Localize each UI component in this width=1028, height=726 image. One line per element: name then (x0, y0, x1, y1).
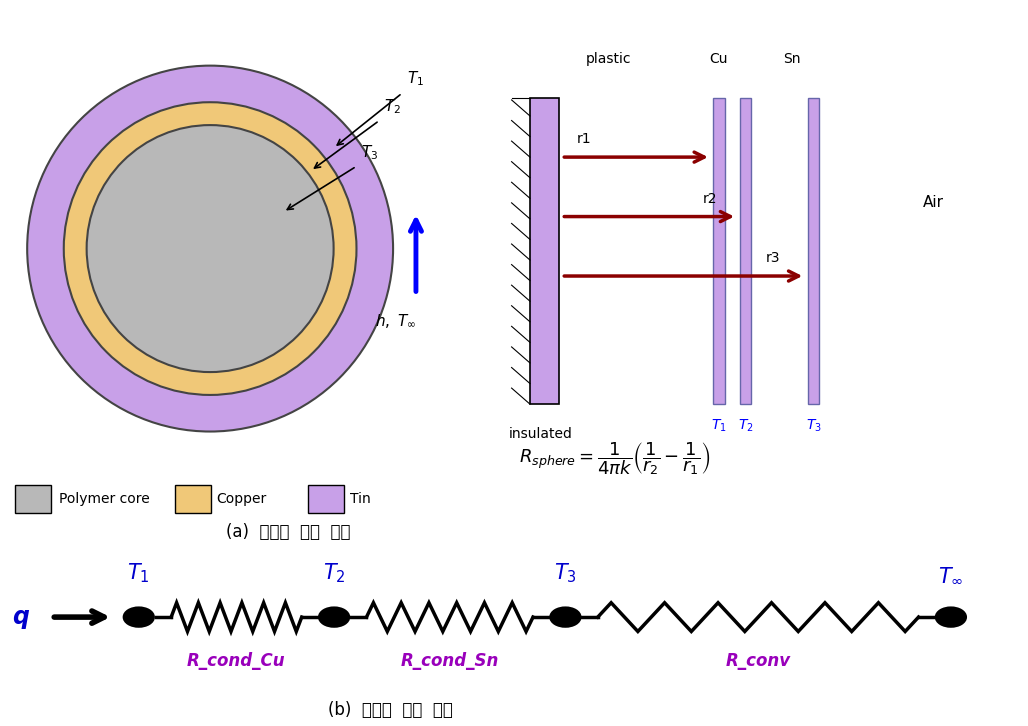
Text: $T_1$: $T_1$ (407, 70, 424, 89)
Text: $T_2$: $T_2$ (737, 417, 754, 434)
Text: q: q (12, 605, 29, 629)
Circle shape (551, 608, 580, 626)
Circle shape (320, 608, 348, 626)
Text: $T_2$: $T_2$ (383, 97, 401, 116)
Text: Copper: Copper (216, 492, 266, 506)
Text: R_cond_Sn: R_cond_Sn (401, 652, 499, 670)
Text: $T_3$: $T_3$ (361, 143, 378, 162)
Text: $T_3$: $T_3$ (554, 561, 577, 585)
Text: R_conv: R_conv (726, 652, 791, 670)
Text: $T_3$: $T_3$ (806, 417, 821, 434)
Text: Air: Air (923, 195, 944, 211)
Text: R_cond_Cu: R_cond_Cu (187, 652, 286, 670)
Circle shape (937, 608, 965, 626)
Ellipse shape (86, 125, 334, 372)
Text: plastic: plastic (586, 52, 631, 65)
Text: $R_{sphere}=\dfrac{1}{4\pi k}\left(\dfrac{1}{r_2}-\dfrac{1}{r_1}\right)$: $R_{sphere}=\dfrac{1}{4\pi k}\left(\dfra… (519, 441, 711, 477)
Bar (713, 97, 725, 404)
Bar (739, 97, 751, 404)
Bar (175, 485, 211, 513)
Bar (530, 97, 559, 404)
Circle shape (124, 608, 153, 626)
Text: Tin: Tin (350, 492, 370, 506)
Text: r1: r1 (577, 132, 592, 147)
Ellipse shape (64, 102, 357, 395)
Bar (808, 97, 819, 404)
Text: Polymer core: Polymer core (60, 492, 150, 506)
Bar (308, 485, 344, 513)
Text: $T_\infty$: $T_\infty$ (939, 565, 963, 585)
Text: r2: r2 (703, 192, 718, 206)
Bar (15, 485, 51, 513)
Text: (b)  열전달  해석  모델: (b) 열전달 해석 모델 (328, 701, 453, 719)
Text: Sn: Sn (783, 52, 801, 65)
Text: $T_1$: $T_1$ (127, 561, 150, 585)
Text: $h,\ T_\infty$: $h,\ T_\infty$ (375, 313, 416, 330)
Text: (a)  열전달  해석  모델: (a) 열전달 해석 모델 (225, 523, 351, 541)
Text: insulated: insulated (509, 427, 573, 441)
Ellipse shape (27, 65, 393, 431)
Text: r3: r3 (766, 251, 780, 265)
Text: Cu: Cu (709, 52, 728, 65)
Text: $T_1$: $T_1$ (711, 417, 727, 434)
Text: $T_2$: $T_2$ (323, 561, 345, 585)
